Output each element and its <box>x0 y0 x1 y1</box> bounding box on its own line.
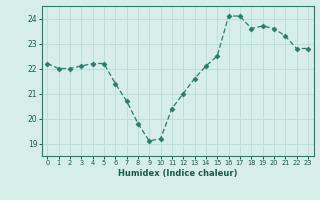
X-axis label: Humidex (Indice chaleur): Humidex (Indice chaleur) <box>118 169 237 178</box>
